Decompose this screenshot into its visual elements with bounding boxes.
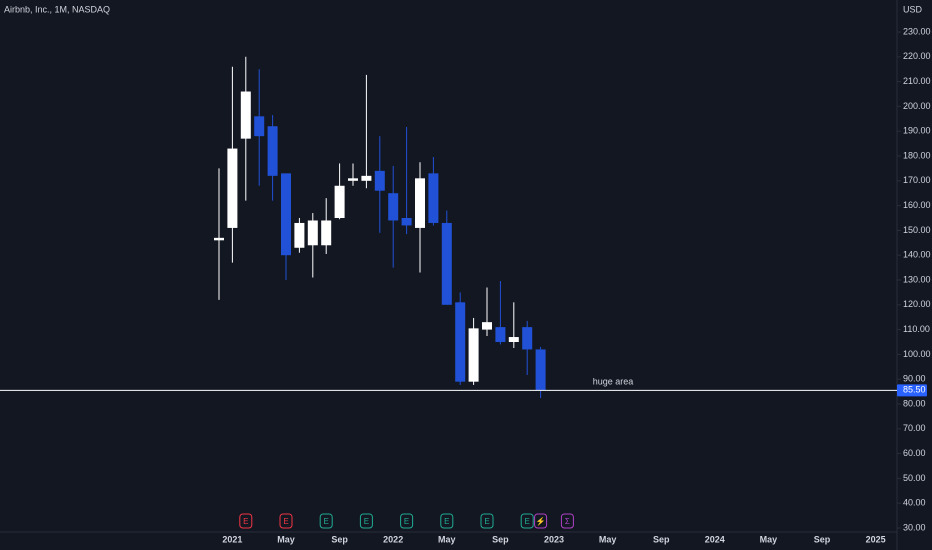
candle-body [254, 116, 265, 137]
x-tick-label: Sep [331, 534, 348, 544]
y-tick-label: 30.00 [903, 522, 926, 532]
x-tick-label: Sep [814, 534, 831, 544]
event-icon [480, 513, 494, 529]
candle-body [401, 218, 412, 226]
candle-body [227, 148, 238, 228]
y-tick-label: 200.00 [903, 101, 931, 111]
event-icon [440, 513, 454, 529]
candle-body [428, 173, 439, 223]
candle-body [415, 178, 425, 228]
event-label: E [243, 517, 248, 526]
x-tick-label: Sep [492, 534, 509, 544]
event-icon [520, 513, 534, 529]
y-tick-label: 190.00 [903, 126, 931, 136]
chart-title: Airbnb, Inc., 1M, NASDAQ [4, 4, 110, 14]
event-label: E [525, 517, 530, 526]
y-tick-label: 70.00 [903, 423, 926, 433]
y-tick-label: 80.00 [903, 398, 926, 408]
candle-body [495, 327, 506, 342]
candle-body [321, 220, 332, 246]
y-tick-label: 110.00 [903, 324, 930, 334]
candle-body [281, 173, 291, 256]
x-tick-label: 2023 [544, 534, 564, 544]
event-label: Σ [565, 517, 570, 526]
x-tick-label: May [599, 534, 617, 544]
y-tick-label: 230.00 [903, 26, 931, 36]
y-tick-label: 210.00 [903, 76, 931, 86]
candle-body [361, 175, 372, 181]
event-label: ⚡ [536, 516, 546, 526]
y-tick-label: 140.00 [903, 250, 931, 260]
event-icon [359, 513, 373, 529]
event-icon [239, 513, 253, 529]
line-annotation: huge area [593, 377, 634, 387]
y-tick-label: 100.00 [903, 349, 931, 359]
candle-body [374, 170, 385, 191]
price-label-box [897, 384, 927, 397]
y-tick-label: 160.00 [903, 200, 931, 210]
candle-body [441, 222, 452, 305]
y-tick-label: 90.00 [903, 374, 926, 384]
event-label: E [404, 517, 409, 526]
candle-body [240, 91, 251, 139]
x-tick-label: 2022 [383, 534, 403, 544]
y-tick-label: 170.00 [903, 175, 931, 185]
candle-body [535, 349, 546, 391]
candle-body [482, 322, 492, 330]
candle-body [267, 126, 278, 176]
y-tick-label: 60.00 [903, 448, 926, 458]
x-tick-label: 2024 [705, 534, 725, 544]
event-label: E [324, 517, 329, 526]
candle-body [214, 237, 224, 241]
x-tick-label: Sep [653, 534, 670, 544]
event-label: E [364, 517, 369, 526]
event-icon [319, 513, 333, 529]
y-tick-label: 50.00 [903, 473, 926, 483]
event-icon [560, 513, 574, 529]
event-label: E [283, 517, 288, 526]
event-icon [279, 513, 293, 529]
x-tick-label: May [760, 534, 778, 544]
price-label: 85.50 [903, 385, 926, 395]
x-tick-label: May [277, 534, 295, 544]
y-tick-label: 180.00 [903, 150, 931, 160]
candle-body [388, 193, 399, 221]
y-tick-label: 150.00 [903, 225, 931, 235]
candle-body [455, 302, 466, 382]
candle-body [307, 220, 318, 246]
y-tick-label: 130.00 [903, 274, 931, 284]
x-tick-label: May [438, 534, 456, 544]
y-tick-label: 220.00 [903, 51, 931, 61]
candle-body [468, 328, 479, 382]
candle-body [508, 337, 519, 342]
event-label: E [484, 517, 489, 526]
candle-body [348, 178, 358, 181]
event-label: E [444, 517, 449, 526]
event-icon [400, 513, 414, 529]
x-tick-label: 2021 [222, 534, 242, 544]
candle-body [294, 222, 305, 248]
candle-body [334, 185, 345, 218]
y-tick-label: 40.00 [903, 498, 926, 508]
y-unit: USD [903, 4, 923, 14]
candle-body [522, 327, 533, 350]
x-tick-label: 2025 [866, 534, 886, 544]
y-tick-label: 120.00 [903, 299, 931, 309]
event-icon [534, 513, 548, 529]
